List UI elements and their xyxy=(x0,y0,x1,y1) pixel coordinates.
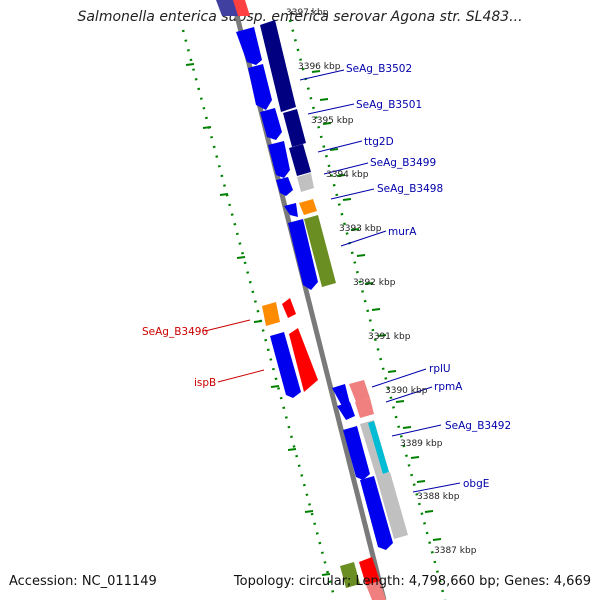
accession-label: Accession: NC_011149 xyxy=(9,574,157,589)
tick-label: 3387 kbp xyxy=(434,546,477,556)
tick-label: 3395 kbp xyxy=(311,116,354,126)
cds-gene xyxy=(343,426,370,480)
gene-block xyxy=(233,0,250,16)
gene-label: SeAg_B3501 xyxy=(356,99,422,111)
tick-label: 3393 kbp xyxy=(339,224,382,234)
tick-label: 3397 kbp xyxy=(286,8,329,18)
gene-label: SeAg_B3496 xyxy=(142,326,208,338)
cds-gene xyxy=(288,219,318,290)
gene-label: obgE xyxy=(463,478,489,490)
rna-gene xyxy=(299,199,317,215)
tick-label: 3392 kbp xyxy=(353,278,396,288)
cds-gene xyxy=(270,332,301,398)
gene-label: rplU xyxy=(429,363,451,375)
cds-gene xyxy=(360,476,393,550)
cds-gene xyxy=(248,64,272,110)
cds-gene xyxy=(332,384,350,406)
gene-label: ttg2D xyxy=(364,136,394,148)
map-title: Salmonella enterica subsp. enterica sero… xyxy=(77,9,523,25)
cds-gene xyxy=(276,177,293,196)
grey-gene xyxy=(376,472,408,539)
outer-tick-marks xyxy=(185,63,442,576)
gene-label: SeAg_B3499 xyxy=(370,157,436,169)
gene-label: SeAg_B3498 xyxy=(377,183,443,195)
cds-gene xyxy=(260,108,282,140)
trna-gene xyxy=(282,298,296,318)
trna-gene xyxy=(289,328,318,392)
trna-gene xyxy=(359,557,380,585)
tick-label: 3388 kbp xyxy=(417,492,460,502)
cds-gene-dark xyxy=(289,144,311,176)
tick-label: 3394 kbp xyxy=(326,170,369,180)
cds-gene xyxy=(337,402,355,420)
pink-gene xyxy=(366,581,386,600)
olive-gene xyxy=(304,215,336,287)
gene-label: murA xyxy=(388,226,417,238)
gene-block xyxy=(216,0,240,16)
gene-label: SeAg_B3492 xyxy=(445,420,511,432)
gene-label: rpmA xyxy=(434,381,463,393)
cds-gene-dark xyxy=(283,109,306,147)
tick-label: 3396 kbp xyxy=(298,62,341,72)
grey-gene xyxy=(297,173,314,192)
outer-guide-right xyxy=(288,19,447,600)
rna-gene xyxy=(262,302,280,326)
outer-guide-left xyxy=(181,29,337,600)
gene-label: ispB xyxy=(194,377,216,389)
tick-label: 3389 kbp xyxy=(400,439,443,449)
tick-label: 3391 kbp xyxy=(368,332,411,342)
cds-gene xyxy=(236,27,262,65)
olive-gene xyxy=(340,562,360,588)
tick-label: 3390 kbp xyxy=(385,386,428,396)
gene-features xyxy=(216,0,408,600)
pink-gene xyxy=(355,398,374,418)
cds-gene xyxy=(284,203,298,217)
cyan-gene xyxy=(368,421,389,474)
cds-gene xyxy=(268,141,290,178)
cds-gene-dark xyxy=(260,20,296,112)
topology-label: Topology: circular; Length: 4,798,660 bp… xyxy=(233,574,591,589)
label-leaders xyxy=(204,69,461,493)
gene-label: SeAg_B3502 xyxy=(346,63,412,75)
pink-gene xyxy=(349,380,370,402)
